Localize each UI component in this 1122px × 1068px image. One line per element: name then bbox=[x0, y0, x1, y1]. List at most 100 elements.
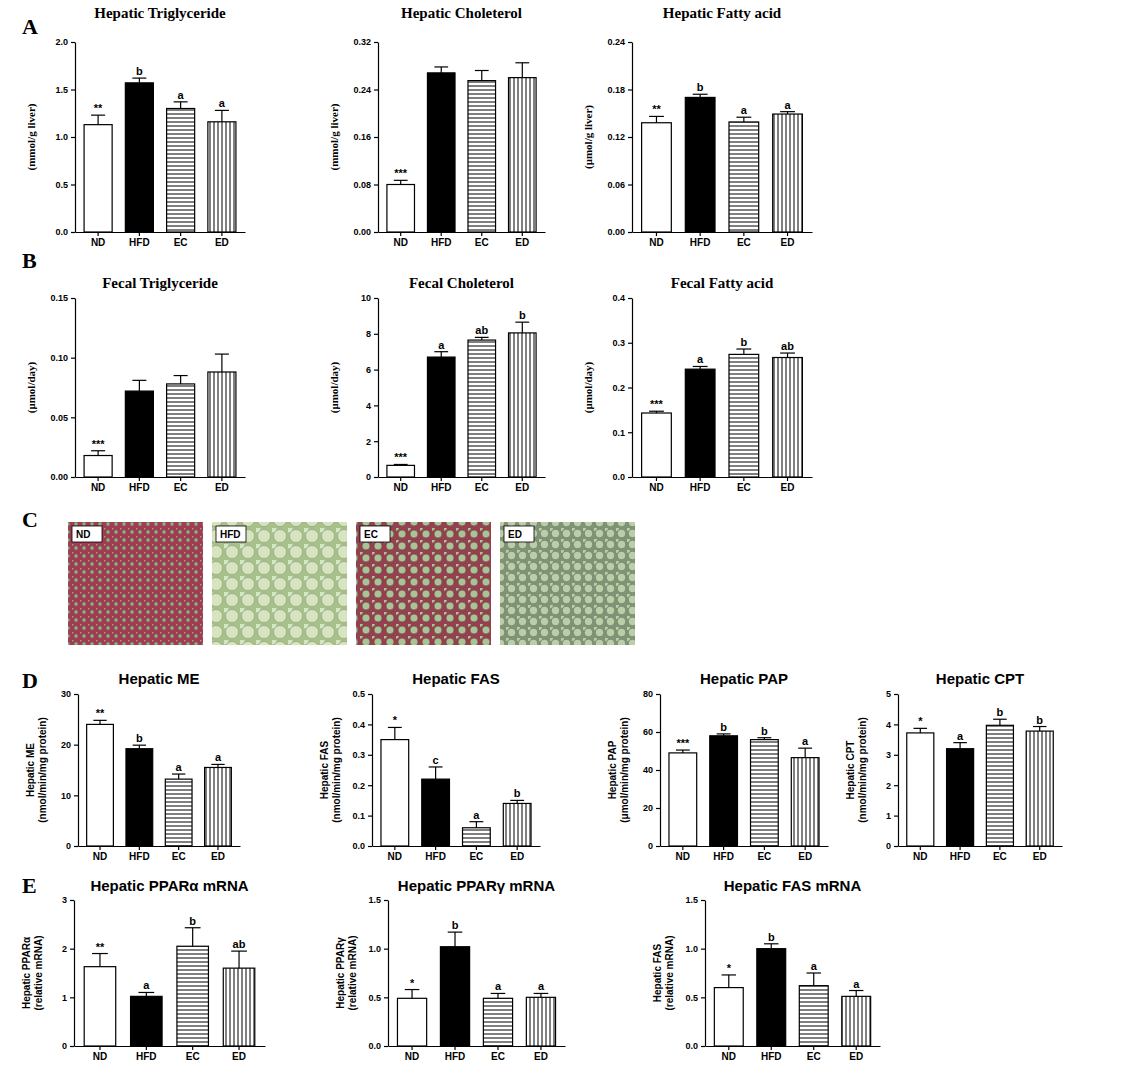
x-tick-label: EC bbox=[993, 851, 1007, 862]
y-axis-label: (nmol/min/mg protein) bbox=[37, 717, 48, 823]
error-cap bbox=[132, 77, 146, 78]
x-tick-label: ED bbox=[781, 237, 795, 248]
y-tick: 0.3 bbox=[352, 750, 372, 760]
x-tick-mark bbox=[217, 846, 218, 850]
bar bbox=[710, 736, 738, 846]
y-tick-label: 80 bbox=[643, 689, 653, 699]
y-tick-mark bbox=[368, 755, 372, 756]
x-tick: ED bbox=[215, 477, 229, 493]
x-tick-label: HFD bbox=[431, 482, 452, 493]
y-tick-label: 0.0 bbox=[612, 472, 625, 482]
y-tick: 3 bbox=[62, 895, 74, 905]
x-axis: NDHFDECED bbox=[373, 846, 541, 862]
x-axis: NDHFDECED bbox=[706, 1046, 881, 1062]
error-bar bbox=[920, 728, 921, 733]
chart-title: Fecal Choleterol bbox=[409, 275, 514, 291]
y-tick-mark bbox=[74, 745, 78, 746]
error-bar bbox=[999, 719, 1000, 725]
error-cap bbox=[693, 94, 708, 95]
y-tick: 0.4 bbox=[352, 720, 372, 730]
significance-label: * bbox=[727, 962, 732, 974]
plot-area bbox=[381, 727, 531, 846]
y-tick: 0.1 bbox=[612, 428, 632, 438]
x-tick-mark bbox=[522, 232, 523, 236]
y-axis-line bbox=[372, 695, 373, 847]
y-tick: 0.5 bbox=[352, 689, 372, 699]
plot-area bbox=[387, 63, 536, 232]
y-tick-mark bbox=[628, 343, 632, 344]
error-cap bbox=[91, 450, 105, 451]
panel-label: D bbox=[22, 668, 38, 693]
bar bbox=[126, 749, 153, 846]
x-tick: ND bbox=[913, 846, 927, 862]
y-tick: 0.24 bbox=[353, 85, 378, 95]
error-cap bbox=[231, 950, 247, 951]
y-tick-label: 0.00 bbox=[50, 472, 68, 482]
x-tick: HFD bbox=[136, 1046, 157, 1062]
y-tick-mark bbox=[71, 417, 75, 418]
y-tick: 0.0 bbox=[55, 227, 75, 237]
x-tick-label: EC bbox=[174, 237, 188, 248]
significance-label: *** bbox=[676, 737, 690, 749]
y-tick-label: 1.5 bbox=[685, 895, 698, 905]
chart-title: Hepatic FAS bbox=[412, 670, 500, 687]
plot-area bbox=[669, 734, 819, 846]
y-tick-label: 0.1 bbox=[612, 428, 625, 438]
bar bbox=[177, 946, 209, 1046]
x-tick: ED bbox=[534, 1046, 548, 1062]
y-tick-mark bbox=[74, 846, 78, 847]
y-axis-line bbox=[705, 901, 706, 1047]
y-axis-label: Hepatic FAS bbox=[652, 944, 663, 1003]
bar bbox=[463, 828, 491, 846]
significance-label: a bbox=[438, 339, 445, 351]
y-axis-line bbox=[898, 695, 899, 847]
significance-label: *** bbox=[394, 451, 408, 463]
y-tick-label: 20 bbox=[643, 803, 653, 813]
significance-label: b bbox=[136, 732, 143, 744]
y-tick-label: 0.0 bbox=[352, 841, 365, 851]
y-tick-label: 0.0 bbox=[368, 1041, 381, 1051]
x-tick-label: ND bbox=[649, 237, 663, 248]
x-tick: ND bbox=[93, 1046, 107, 1062]
y-tick-label: 0.5 bbox=[685, 993, 698, 1003]
y-tick: 0.24 bbox=[607, 37, 632, 47]
y-tick: 0.5 bbox=[368, 993, 388, 1003]
significance-label: b bbox=[519, 309, 526, 321]
error-bar bbox=[221, 110, 222, 121]
bar bbox=[223, 968, 255, 1046]
significance-label: b bbox=[1036, 714, 1043, 726]
x-tick-label: ED bbox=[215, 237, 229, 248]
x-tick-mark bbox=[1039, 846, 1040, 850]
y-axis-line bbox=[632, 43, 633, 233]
x-tick-mark bbox=[723, 846, 724, 850]
y-tick: 20 bbox=[61, 740, 78, 750]
x-tick: HFD bbox=[690, 232, 711, 248]
error-cap bbox=[515, 62, 529, 63]
x-tick-label: EC bbox=[807, 1051, 821, 1062]
significance-label: ** bbox=[94, 102, 103, 114]
x-tick: EC bbox=[186, 1046, 200, 1062]
y-tick: 80 bbox=[643, 689, 660, 699]
significance-label: b bbox=[761, 725, 768, 737]
bar bbox=[440, 947, 469, 1046]
chart-title: Fecal Fatty acid bbox=[671, 275, 774, 291]
significance-label: a bbox=[811, 960, 818, 972]
y-tick: 0.15 bbox=[50, 293, 75, 303]
chart: Hepatic FAS mRNAHepatic FAS(relative mRN… bbox=[652, 877, 881, 1062]
x-axis-line bbox=[379, 232, 546, 233]
y-tick-label: 0.2 bbox=[352, 781, 365, 791]
y-tick: 3 bbox=[886, 750, 898, 760]
y-tick-label: 2 bbox=[62, 944, 67, 954]
plot-area bbox=[642, 94, 803, 232]
error-bar bbox=[99, 954, 100, 967]
y-tick-label: 30 bbox=[61, 689, 71, 699]
x-tick-label: EC bbox=[757, 851, 771, 862]
x-tick-mark bbox=[813, 1046, 814, 1050]
x-tick-mark bbox=[139, 846, 140, 850]
x-tick: HFD bbox=[129, 232, 150, 248]
panel-label: C bbox=[22, 507, 38, 532]
y-axis: 0102030 bbox=[61, 689, 79, 851]
plot-area bbox=[642, 349, 803, 477]
y-tick: 0 bbox=[366, 472, 378, 482]
y-axis-line bbox=[388, 901, 389, 1047]
